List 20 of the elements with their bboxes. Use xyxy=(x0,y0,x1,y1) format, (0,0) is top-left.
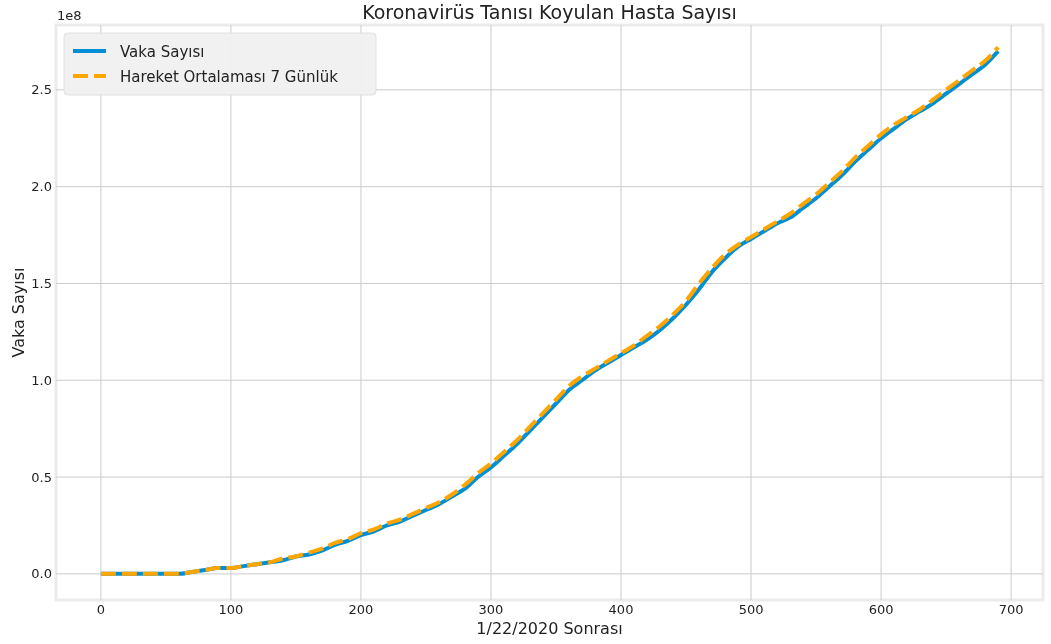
x-tick-label: 300 xyxy=(478,602,504,617)
x-tick-label: 400 xyxy=(608,602,634,617)
x-tick-label: 600 xyxy=(868,602,894,617)
y-tick-label: 1.0 xyxy=(31,372,52,388)
y-tick-label: 1.5 xyxy=(31,275,52,291)
y-axis-title: Vaka Sayısı xyxy=(9,267,28,358)
x-tick-label: 100 xyxy=(218,602,244,617)
y-tick-label: 0.5 xyxy=(31,469,52,485)
legend-label: Hareket Ortalaması 7 Günlük xyxy=(120,67,339,86)
x-tick-label: 0 xyxy=(96,602,105,617)
x-tick-label: 700 xyxy=(998,602,1024,617)
y-tick-label: 0.0 xyxy=(31,566,52,582)
text: 1e8 xyxy=(57,8,82,23)
legend-label: Vaka Sayısı xyxy=(120,42,205,61)
chart-title: Koronavirüs Tanısı Koyulan Hasta Sayısı xyxy=(362,1,737,23)
x-tick-label: 200 xyxy=(348,602,374,617)
y-tick-label: 2.5 xyxy=(31,82,52,98)
x-tick-label: 500 xyxy=(738,602,764,617)
x-axis-title: 1/22/2020 Sonrası xyxy=(476,619,623,638)
y-tick-label: 2.0 xyxy=(31,179,52,195)
